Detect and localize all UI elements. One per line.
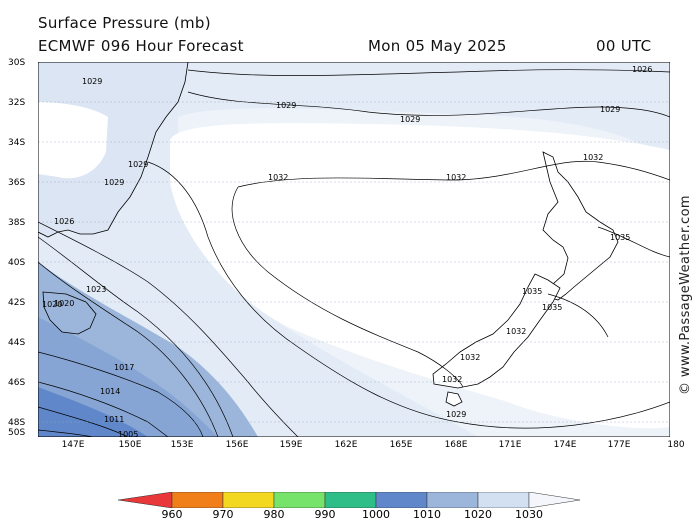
pressure-map: 1020 1026 1029 1029 1029 1029 1029 1029 … <box>38 62 670 437</box>
lat-label: 30S <box>8 58 26 68</box>
isobar-label: 1029 <box>82 77 102 86</box>
isobar-label: 1032 <box>446 173 466 182</box>
colorbar-label: 1010 <box>413 508 441 521</box>
band-high-centre <box>170 123 670 429</box>
isobar-label: 1029 <box>400 115 420 124</box>
isobar-label: 1014 <box>100 387 120 396</box>
nz-south-island <box>432 273 561 389</box>
isobar-label: 1029 <box>104 178 124 187</box>
australia-interior <box>38 102 108 179</box>
isobar-label: 1032 <box>442 375 462 384</box>
colorbar-label: 970 <box>212 508 234 521</box>
lat-label: 44S <box>8 338 26 348</box>
colorbar-label: 1030 <box>515 508 543 521</box>
lat-label: 42S <box>8 298 26 308</box>
isobar-label: 1029 <box>446 410 466 419</box>
map-gridlines <box>38 101 670 423</box>
isobar-label: 1020 <box>42 300 62 309</box>
chart-title: Surface Pressure (mb) <box>38 14 211 32</box>
colorbar-cell-8 <box>528 492 581 508</box>
lon-label: 165E <box>389 440 413 450</box>
colorbar <box>118 492 581 508</box>
isobar-label: 1026 <box>632 65 652 74</box>
isobar-label: 1020 <box>54 299 74 308</box>
credit-watermark: © www.PassageWeather.com <box>678 195 693 395</box>
forecast-date: Mon 05 May 2025 <box>368 37 507 55</box>
isobar-label: 1026 <box>54 217 74 226</box>
colorbar-cell-0 <box>118 492 173 508</box>
colorbar-cell-3 <box>273 492 326 508</box>
lat-label: 48S <box>8 418 26 428</box>
lon-label: 159E <box>279 440 303 450</box>
tasmania-land <box>42 291 97 335</box>
lat-label: 50S <box>8 428 26 438</box>
model-label: ECMWF 096 Hour Forecast <box>38 37 244 55</box>
colorbar-cell-5 <box>375 492 428 508</box>
isobar-label-group: 1020 1026 1029 1029 1029 1029 1029 1029 … <box>42 65 652 437</box>
colorbar-label: 1000 <box>362 508 390 521</box>
lat-label: 34S <box>8 138 26 148</box>
lon-label: 177E <box>607 440 631 450</box>
colorbar-cell-4 <box>324 492 377 508</box>
colorbar-cell-7 <box>477 492 530 508</box>
isobar-label: 1017 <box>114 363 134 372</box>
lon-label: 174E <box>553 440 577 450</box>
forecast-time: 00 UTC <box>596 37 652 55</box>
lon-label: 180 <box>667 440 685 450</box>
colorbar-label: 990 <box>314 508 336 521</box>
isobar-label: 1023 <box>86 285 106 294</box>
isobar-label: 1029 <box>600 105 620 114</box>
lat-label: 40S <box>8 258 26 268</box>
colorbar-cell-1 <box>171 492 224 508</box>
nz-north-island <box>542 151 619 301</box>
lat-label: 38S <box>8 218 26 228</box>
colorbar-label: 980 <box>263 508 285 521</box>
band-1000-1010 <box>38 387 148 437</box>
isobar-label: 1035 <box>542 303 562 312</box>
lon-label: 147E <box>61 440 85 450</box>
colorbar-cell-6 <box>426 492 479 508</box>
stewart-island <box>445 391 463 407</box>
lon-label: 162E <box>334 440 358 450</box>
colorbar-label: 960 <box>161 508 183 521</box>
isobar-label: 1032 <box>506 327 526 336</box>
isobar-label: 1029 <box>128 160 148 169</box>
isobar-label: 1032 <box>583 153 603 162</box>
colorbar-label: 1020 <box>464 508 492 521</box>
lat-label: 32S <box>8 98 26 108</box>
colorbar-cell-2 <box>222 492 275 508</box>
isobar-label: 1005 <box>118 430 138 437</box>
lon-label: 156E <box>225 440 249 450</box>
lat-label: 46S <box>8 378 26 388</box>
isobar-label: 1032 <box>268 173 288 182</box>
lon-label: 150E <box>118 440 142 450</box>
lon-label: 153E <box>170 440 194 450</box>
isobar-label: 1011 <box>104 415 124 424</box>
isobar-lines <box>38 69 670 437</box>
isobar-label: 1035 <box>522 287 542 296</box>
isobar-label: 1032 <box>460 353 480 362</box>
isobar-label: 1035 <box>610 233 630 242</box>
lon-label: 171E <box>498 440 522 450</box>
isobar-label: 1029 <box>276 101 296 110</box>
lon-label: 168E <box>444 440 468 450</box>
lat-label: 36S <box>8 178 26 188</box>
